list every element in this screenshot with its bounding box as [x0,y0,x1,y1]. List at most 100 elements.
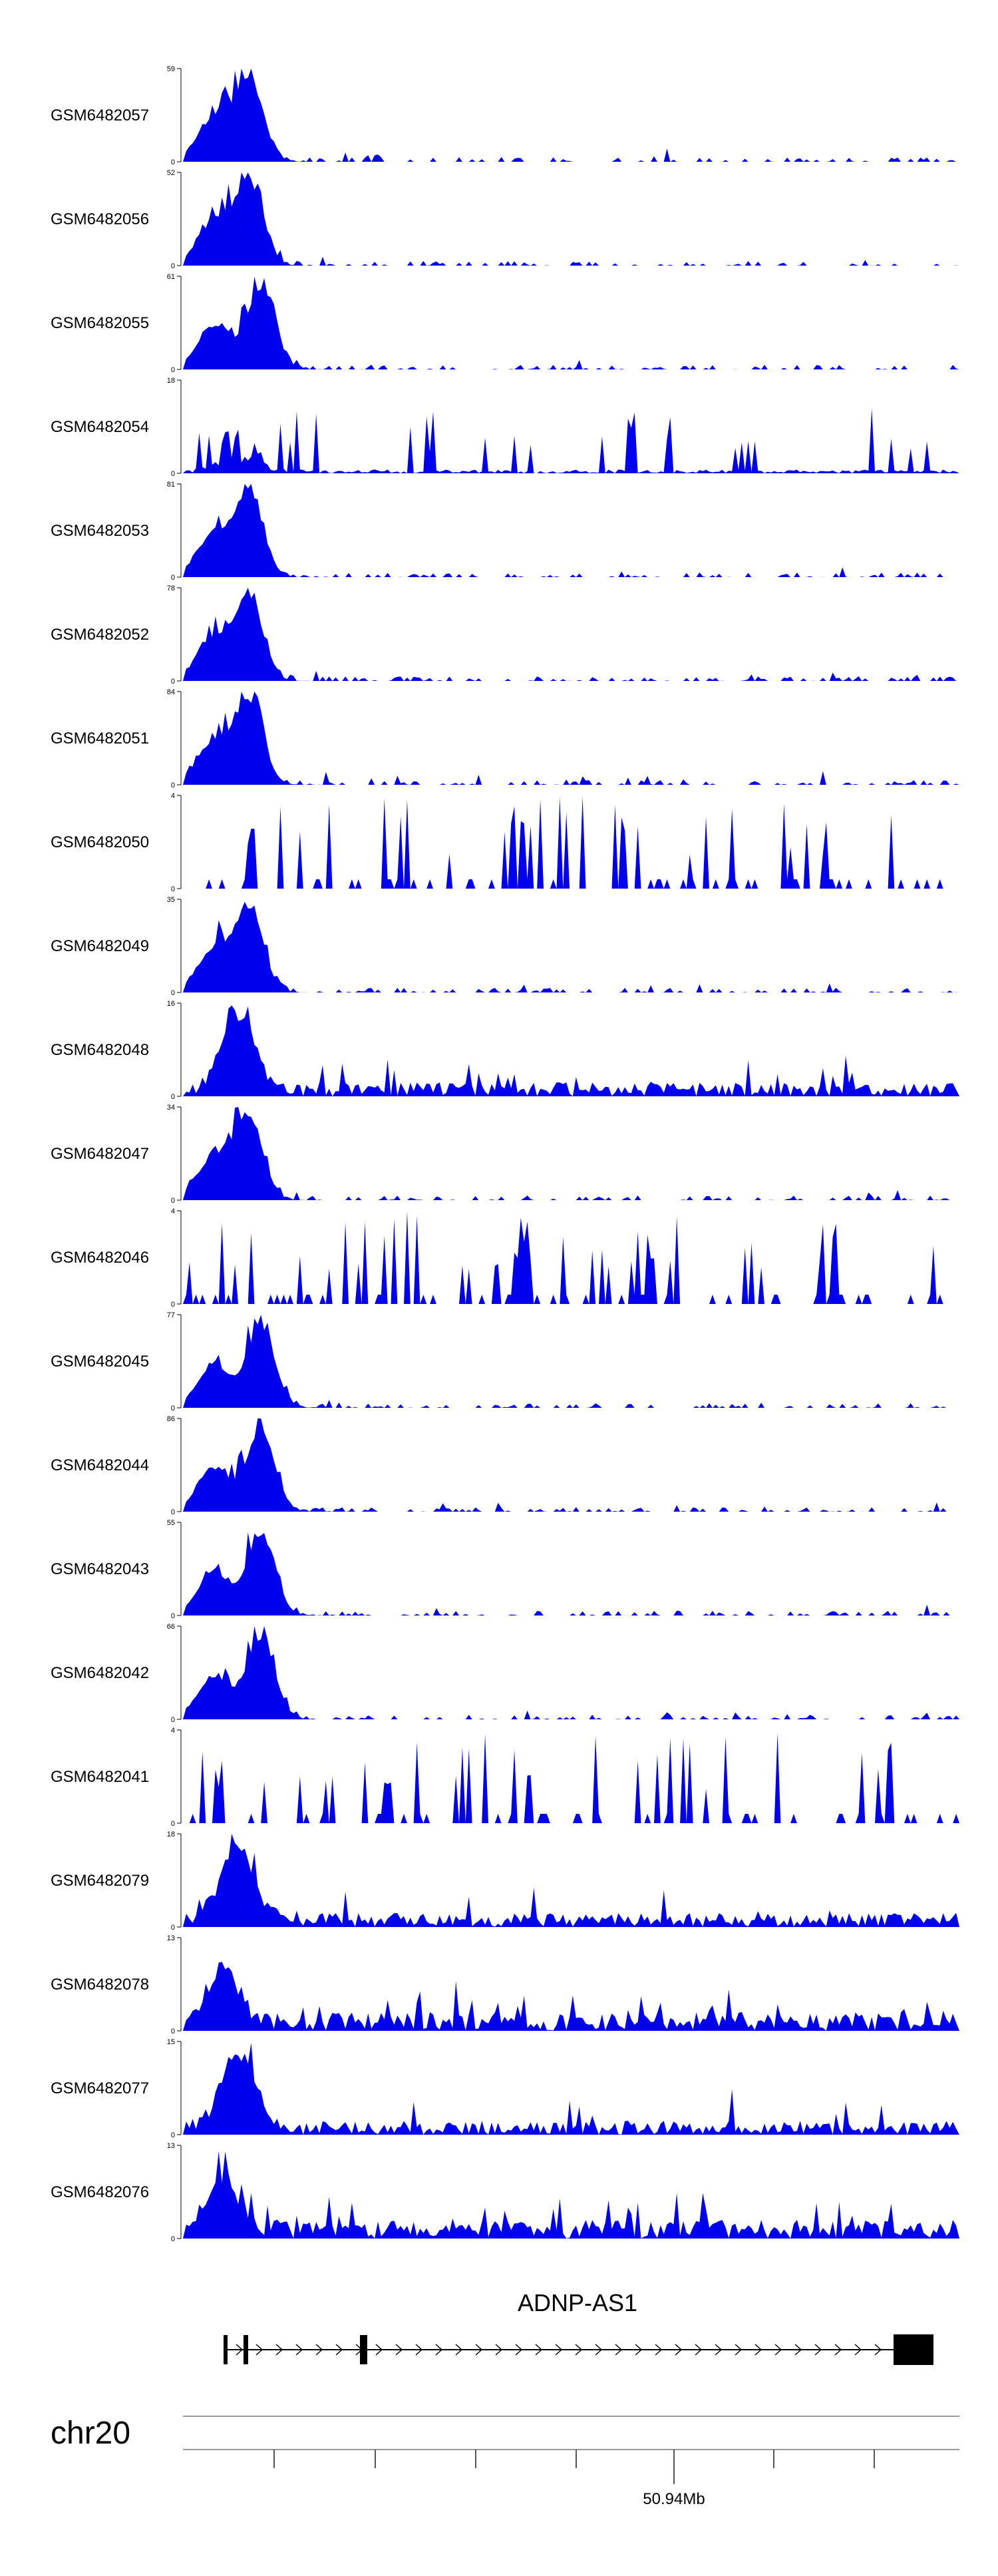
track-label: GSM6482042 [51,1664,149,1682]
coverage-area [183,1005,959,1096]
y-tick-label-zero: 0 [171,262,175,270]
track-label: GSM6482056 [51,210,149,228]
strand-arrow [715,2344,723,2356]
strand-arrow [615,2344,623,2356]
track-GSM6482046: GSM6482046 4 0 [51,1207,959,1309]
track-GSM6482053: GSM6482053 81 0 [51,481,959,582]
y-tick-label-zero: 0 [171,885,175,893]
track-GSM6482043: GSM6482043 55 0 [51,1519,959,1620]
coverage-area [183,1107,959,1200]
coverage-area [183,1962,959,2031]
track-GSM6482056: GSM6482056 52 0 [51,169,959,270]
y-tick-label-zero: 0 [171,1197,175,1205]
coverage-area [183,1532,959,1615]
y-tick-label-zero: 0 [171,1404,175,1412]
coverage-area [183,901,959,992]
coverage-area [183,69,959,162]
track-GSM6482041: GSM6482041 4 0 [51,1727,959,1828]
y-tick-label-zero: 0 [171,678,175,686]
exon [224,2335,228,2364]
y-tick-label-zero: 0 [171,574,175,582]
strand-arrow [774,2344,782,2356]
strand-arrow [415,2344,423,2356]
strand-arrow [275,2344,283,2356]
y-tick-label-max: 78 [167,584,175,592]
track-label: GSM6482043 [51,1560,149,1578]
track-GSM6482077: GSM6482077 15 0 [51,2038,959,2139]
y-tick-label-zero: 0 [171,366,175,374]
track-GSM6482042: GSM6482042 66 0 [51,1623,959,1724]
coverage-area [183,1626,959,1719]
track-label: GSM6482049 [51,937,149,955]
position-tick-label: 50.94Mb [643,2490,705,2508]
exon [244,2335,248,2364]
strand-arrow [435,2344,443,2356]
strand-arrow [834,2344,842,2356]
strand-arrow [375,2344,383,2356]
track-GSM6482078: GSM6482078 13 0 [51,1934,959,2036]
strand-arrow [455,2344,463,2356]
track-GSM6482054: GSM6482054 18 0 [51,377,959,478]
coverage-area [183,796,959,889]
strand-arrow [315,2344,323,2356]
y-tick-label-max: 35 [167,896,175,904]
y-tick-label-max: 81 [167,481,175,489]
strand-arrow [735,2344,743,2356]
y-tick-label-zero: 0 [171,158,175,166]
coverage-area [183,1211,959,1304]
coverage-area [183,484,959,577]
y-tick-label-max: 61 [167,273,175,281]
y-tick-label-zero: 0 [171,1820,175,1828]
track-GSM6482049: GSM6482049 35 0 [51,896,959,997]
y-tick-label-max: 52 [167,169,175,177]
y-tick-label-zero: 0 [171,2028,175,2036]
strand-arrow [874,2344,882,2356]
y-tick-label-zero: 0 [171,1093,175,1101]
strand-arrow [295,2344,303,2356]
y-tick-label-zero: 0 [171,1508,175,1516]
coverage-area [183,2042,959,2135]
strand-arrow [635,2344,643,2356]
track-label: GSM6482053 [51,522,149,540]
y-tick-label-zero: 0 [171,1301,175,1309]
track-GSM6482047: GSM6482047 34 0 [51,1104,959,1205]
track-label: GSM6482076 [51,2183,149,2201]
strand-arrow [515,2344,523,2356]
coverage-area [183,692,959,785]
gene-track: ADNP-AS1 [224,2289,933,2365]
exon [360,2335,367,2364]
strand-arrow [794,2344,802,2356]
y-tick-label-max: 18 [167,1830,175,1838]
strand-arrow [814,2344,822,2356]
y-tick-label-max: 16 [167,1000,175,1008]
track-GSM6482044: GSM6482044 86 0 [51,1415,959,1516]
strand-arrow [495,2344,503,2356]
exon [894,2334,933,2365]
strand-arrow [675,2344,683,2356]
track-GSM6482079: GSM6482079 18 0 [51,1830,959,1932]
strand-arrow [754,2344,762,2356]
y-tick-label-max: 34 [167,1104,175,1112]
coverage-area [183,172,959,266]
track-GSM6482057: GSM6482057 59 0 [51,65,959,166]
y-tick-label-max: 4 [171,1207,175,1215]
track-label: GSM6482041 [51,1768,149,1786]
gene-name-label: ADNP-AS1 [518,2289,637,2316]
track-label: GSM6482052 [51,626,149,644]
coverage-area [183,2151,959,2239]
track-label: GSM6482048 [51,1041,149,1059]
track-label: GSM6482078 [51,1976,149,1994]
track-label: GSM6482044 [51,1456,149,1474]
track-GSM6482050: GSM6482050 4 0 [51,792,959,893]
track-label: GSM6482045 [51,1353,149,1371]
coverage-area [183,588,959,681]
y-tick-label-zero: 0 [171,470,175,478]
track-GSM6482051: GSM6482051 84 0 [51,688,959,789]
y-tick-label-zero: 0 [171,1612,175,1620]
track-label: GSM6482046 [51,1249,149,1267]
y-tick-label-max: 66 [167,1623,175,1631]
y-tick-label-max: 77 [167,1311,175,1319]
coverage-area [183,1834,959,1927]
strand-arrow [655,2344,663,2356]
